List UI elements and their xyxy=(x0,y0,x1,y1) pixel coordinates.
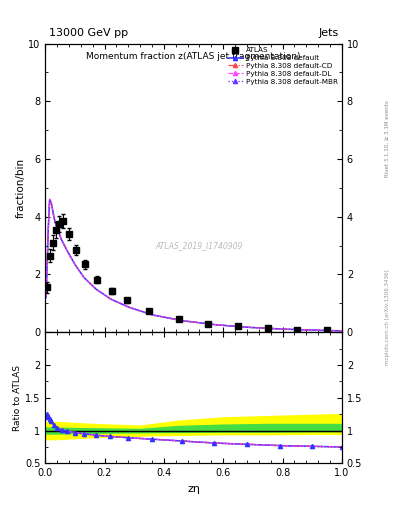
Legend: ATLAS, Pythia 8.308 default, Pythia 8.308 default-CD, Pythia 8.308 default-DL, P: ATLAS, Pythia 8.308 default, Pythia 8.30… xyxy=(225,45,340,87)
Text: Momentum fraction z(ATLAS jet fragmentation): Momentum fraction z(ATLAS jet fragmentat… xyxy=(86,52,301,61)
Text: ATLAS_2019_I1740909: ATLAS_2019_I1740909 xyxy=(156,241,243,250)
Text: 13000 GeV pp: 13000 GeV pp xyxy=(49,28,128,38)
Y-axis label: fraction/bin: fraction/bin xyxy=(15,158,25,218)
Y-axis label: Ratio to ATLAS: Ratio to ATLAS xyxy=(13,365,22,431)
X-axis label: zη: zη xyxy=(187,484,200,494)
Text: Jets: Jets xyxy=(318,28,339,38)
Text: Rivet 3.1.10, ≥ 3.1M events: Rivet 3.1.10, ≥ 3.1M events xyxy=(385,100,389,177)
Text: mcplots.cern.ch [arXiv:1306.3436]: mcplots.cern.ch [arXiv:1306.3436] xyxy=(385,270,389,365)
